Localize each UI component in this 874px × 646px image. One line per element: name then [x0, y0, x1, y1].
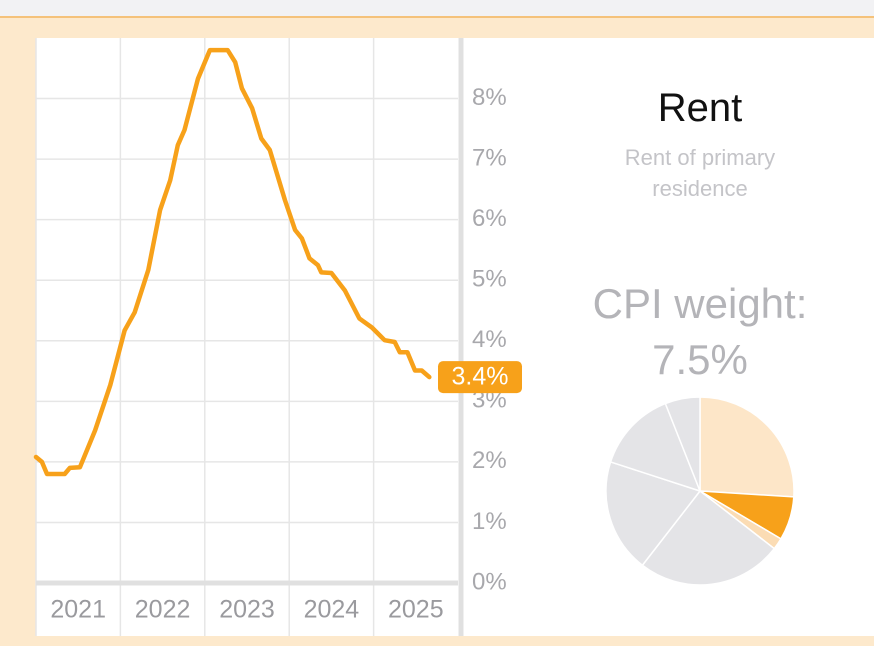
x-tick-label: 2021 [50, 596, 106, 624]
pie-slice [605, 461, 702, 567]
y-tick-label: 6% [472, 205, 507, 232]
y-tick-label: 7% [472, 144, 507, 171]
y-tick-label: 5% [472, 266, 507, 293]
y-tick-label: 1% [472, 508, 507, 535]
pie-slice [664, 396, 701, 492]
heading: Rent [657, 86, 743, 130]
line [33, 47, 432, 477]
end-label: 3.4% [452, 363, 509, 391]
pie-title: CPI weight: 7.5% [592, 280, 808, 383]
x-tick-label: 2023 [219, 596, 275, 624]
y-tick-label: 8% [472, 84, 507, 111]
pie-slice [641, 489, 776, 586]
y-tick-label: 2% [472, 447, 507, 474]
y-tick-label: 0% [472, 568, 507, 595]
plot-area [36, 38, 458, 583]
y-tick-label: 4% [472, 326, 507, 353]
x-tick-label: 2025 [388, 596, 444, 624]
pie-slice [609, 402, 702, 493]
pie-slice [699, 396, 795, 498]
top-bar [0, 0, 874, 18]
x-tick-label: 2024 [304, 596, 360, 624]
x-tick-label: 2022 [135, 596, 191, 624]
end-label-box [438, 361, 522, 394]
subtitle: Rent of primary residence [624, 145, 776, 201]
